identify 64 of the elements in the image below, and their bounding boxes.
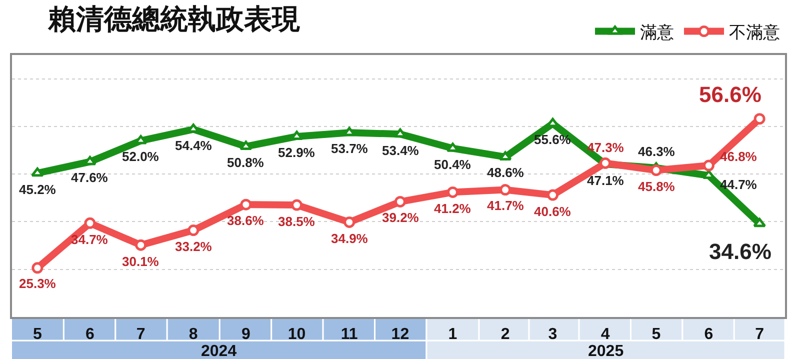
data-label: 46.8% — [720, 149, 758, 164]
data-label: 34.9% — [331, 231, 368, 246]
data-label: 48.6% — [487, 165, 524, 180]
x-tick-label: 6 — [86, 326, 95, 343]
data-label: 47.3% — [587, 140, 624, 155]
data-label: 52.0% — [122, 149, 160, 164]
x-tick-label: 8 — [188, 326, 198, 343]
point — [753, 218, 766, 228]
data-label: 25.3% — [19, 276, 56, 291]
data-label: 41.2% — [434, 201, 472, 216]
x-tick-label: 5 — [32, 326, 42, 343]
x-tick-label: 11 — [340, 326, 358, 343]
point — [702, 160, 714, 172]
x-tick-label: 12 — [391, 326, 410, 343]
x-tick-label: 2 — [500, 326, 510, 343]
x-tick-label: 1 — [448, 326, 458, 343]
point — [394, 196, 406, 208]
point — [650, 164, 662, 176]
point — [135, 239, 147, 251]
data-label: 54.4% — [175, 138, 212, 153]
data-label: 52.9% — [278, 145, 316, 160]
point — [188, 224, 200, 236]
point — [84, 217, 96, 229]
x-tick-label: 4 — [600, 326, 610, 343]
point — [344, 216, 356, 228]
data-label: 30.1% — [122, 254, 160, 269]
legend-label: 滿意 — [640, 22, 674, 42]
x-tick-label: 7 — [755, 326, 764, 343]
data-label: 41.7% — [487, 198, 524, 213]
data-label: 53.4% — [382, 143, 420, 158]
x-tick-label: 10 — [288, 326, 306, 343]
data-label: 55.6% — [534, 132, 572, 147]
chart-title: 賴清德總統執政表現 — [47, 4, 301, 35]
data-label: 50.4% — [434, 157, 472, 172]
x-tick-label: 5 — [652, 326, 661, 343]
data-label: 46.3% — [638, 144, 676, 159]
data-label: 45.2% — [19, 182, 56, 197]
point — [547, 189, 559, 201]
point — [754, 113, 766, 125]
point — [240, 198, 252, 210]
data-label: 34.6% — [709, 239, 772, 264]
data-label: 40.6% — [534, 204, 572, 219]
x-tick-label: 6 — [704, 326, 714, 343]
point — [32, 262, 44, 274]
x-tick-label: 7 — [136, 326, 146, 343]
data-label: 39.2% — [382, 210, 420, 225]
data-label: 53.7% — [331, 141, 368, 156]
legend-label: 不滿意 — [729, 22, 780, 42]
point — [500, 184, 512, 196]
point — [291, 199, 303, 211]
text: 2025 — [588, 343, 624, 359]
data-label: 38.6% — [227, 213, 264, 228]
data-label: 45.8% — [638, 179, 676, 194]
data-label: 33.2% — [175, 239, 212, 254]
data-label: 47.1% — [587, 173, 624, 188]
x-tick-label: 3 — [548, 326, 558, 343]
text: 2024 — [201, 343, 237, 359]
data-label: 38.5% — [278, 214, 316, 229]
point — [30, 167, 44, 177]
point — [447, 186, 458, 198]
data-label: 56.6% — [699, 82, 762, 107]
data-label: 47.6% — [71, 170, 108, 185]
x-tick-label: 9 — [241, 326, 250, 343]
data-label: 50.8% — [227, 155, 264, 170]
